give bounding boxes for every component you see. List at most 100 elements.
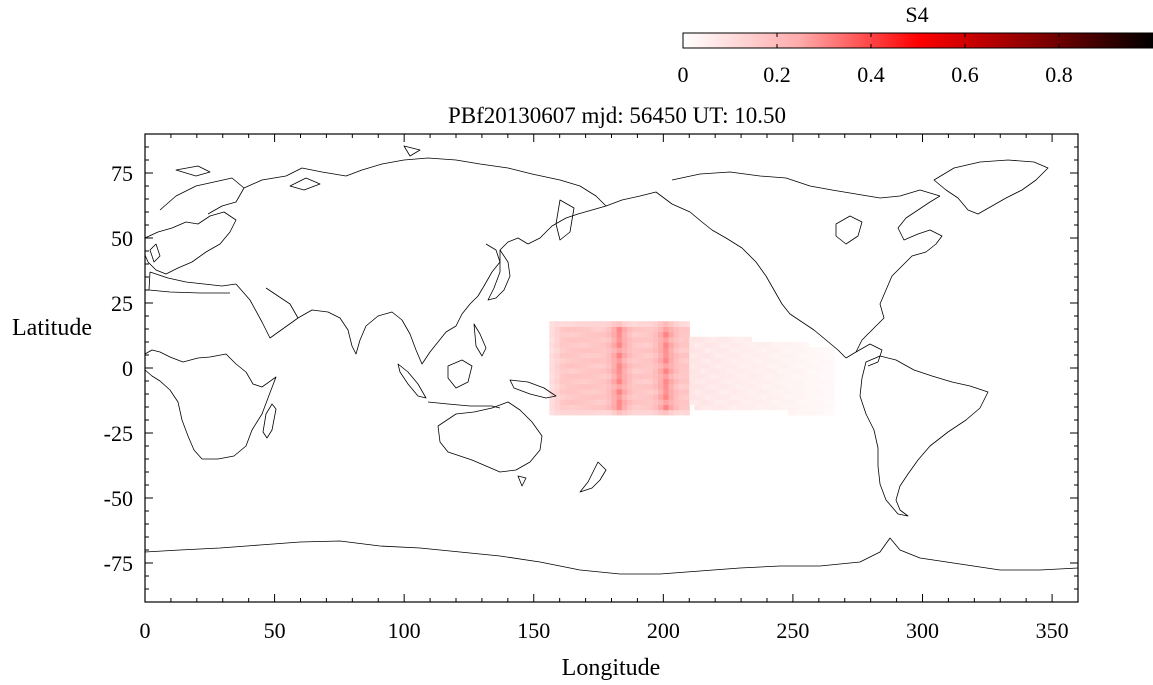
heatmap-cell — [564, 336, 571, 343]
heatmap-cell — [756, 383, 763, 390]
heatmap-cell — [590, 362, 597, 369]
heatmap-cell — [725, 383, 732, 390]
heatmap-cell — [709, 378, 716, 385]
heatmap-cell — [720, 378, 727, 385]
heatmap-cell — [559, 331, 566, 338]
heatmap-cell — [652, 331, 659, 338]
heatmap-cell — [611, 331, 618, 338]
heatmap-cell — [751, 368, 758, 374]
heatmap-cell — [621, 321, 628, 327]
heatmap-cell — [642, 326, 649, 333]
chart-title: PBf20130607 mjd: 56450 UT: 10.50 — [448, 103, 786, 128]
heatmap-cell — [668, 394, 675, 400]
heatmap-cell — [746, 368, 753, 374]
coast-new-zealand — [579, 461, 607, 493]
heatmap-cell — [772, 368, 778, 374]
heatmap-cell — [606, 394, 613, 400]
colorbar-bar — [682, 32, 1153, 49]
heatmap-cell — [767, 388, 773, 395]
heatmap-cell — [715, 368, 721, 374]
heatmap-cell — [699, 368, 706, 374]
heatmap-cell — [621, 336, 628, 343]
heatmap-cell — [684, 399, 690, 405]
heatmap-cell — [720, 342, 727, 348]
heatmap-cell — [792, 409, 799, 416]
heatmap-cell — [735, 399, 742, 405]
x-tick-label: 0 — [140, 618, 151, 643]
heatmap-cell — [601, 394, 607, 400]
heatmap-cell — [616, 357, 623, 364]
heatmap-cell — [559, 388, 566, 395]
colorbar-tick-label: 0.6 — [951, 62, 979, 87]
heatmap-cell — [725, 352, 732, 359]
y-tick-label: 50 — [111, 226, 133, 251]
heatmap-cell — [725, 399, 732, 405]
heatmap-cell — [647, 368, 654, 374]
coast-canada-arctic — [671, 171, 941, 199]
coast-africa — [145, 349, 277, 460]
heatmap-cell — [611, 399, 618, 405]
heatmap-cell — [735, 347, 742, 353]
heatmap-cell — [621, 326, 628, 333]
heatmap-cell — [756, 373, 763, 379]
heatmap-cell — [632, 404, 639, 411]
heatmap-cell — [575, 326, 581, 333]
heatmap-cell — [720, 373, 727, 379]
heatmap-cell — [772, 388, 778, 395]
heatmap-cell — [616, 336, 623, 343]
heatmap-cell — [777, 394, 784, 400]
y-axis-ticks: 75 50 25 0 -25 -50 -75 — [104, 133, 1078, 603]
heatmap-cell — [580, 383, 587, 390]
heatmap-cell — [570, 362, 576, 369]
heatmap-cell — [689, 357, 696, 364]
heatmap-cell — [761, 399, 768, 405]
heatmap-cell — [637, 388, 644, 395]
heatmap-cell — [735, 362, 742, 369]
heatmap-cell — [761, 347, 768, 353]
heatmap-cell — [575, 373, 581, 379]
heatmap-cell — [689, 394, 696, 400]
heatmap-cell — [590, 378, 597, 385]
heatmap-cell — [668, 362, 675, 369]
heatmap-cell — [678, 383, 685, 390]
heatmap-cell — [787, 362, 794, 369]
heatmap-cell — [709, 368, 716, 374]
heatmap-cell — [637, 326, 644, 333]
heatmap-cell — [642, 373, 649, 379]
heatmap-cell — [777, 342, 784, 348]
heatmap-cell — [554, 342, 561, 348]
heatmap-cell — [652, 357, 659, 364]
heatmap-cell — [647, 373, 654, 379]
heatmap-cell — [601, 342, 607, 348]
heatmap-cell — [761, 404, 768, 411]
heatmap-cell — [824, 409, 830, 416]
heatmap-cell — [580, 404, 587, 411]
heatmap-cell — [689, 342, 696, 348]
heatmap-cell — [704, 404, 711, 411]
heatmap-cell — [673, 357, 680, 364]
heatmap-cell — [570, 352, 576, 359]
heatmap-cell — [715, 373, 721, 379]
heatmap-cell — [684, 347, 690, 353]
heatmap-cell — [730, 383, 737, 390]
heatmap-cell — [673, 352, 680, 359]
heatmap-cell — [580, 362, 587, 369]
heatmap-cell — [658, 394, 664, 400]
heatmap-cell — [767, 378, 773, 385]
heatmap-cell — [554, 352, 561, 359]
heatmap-cell — [746, 352, 753, 359]
heatmap-cell — [824, 388, 830, 395]
heatmap-cell — [824, 347, 830, 353]
heatmap-cell — [549, 342, 556, 348]
heatmap-cell — [792, 362, 799, 369]
heatmap-cell — [627, 399, 633, 405]
x-tick-label: 200 — [647, 618, 680, 643]
heatmap-cell — [735, 373, 742, 379]
heatmap-cell — [580, 336, 587, 343]
heatmap-cell — [642, 362, 649, 369]
y-tick-label: 75 — [111, 161, 133, 186]
heatmap-cell — [616, 362, 623, 369]
heatmap-cell — [564, 383, 571, 390]
heatmap-cell — [803, 373, 810, 379]
heatmap-cell — [782, 352, 789, 359]
